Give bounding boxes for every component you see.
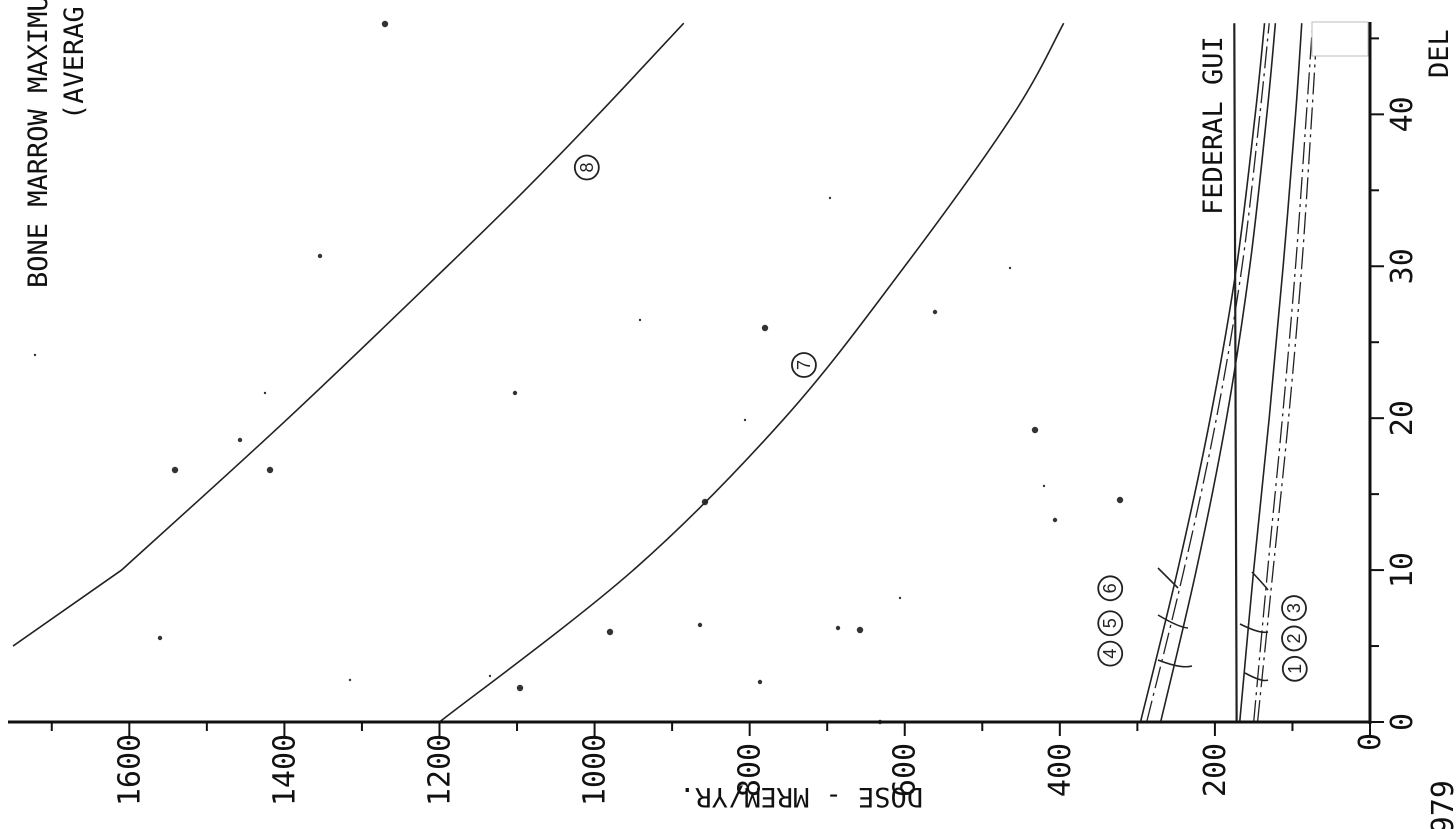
marker-circle: [1281, 625, 1307, 652]
scan-specks: [33, 20, 1124, 725]
scan-speck: [263, 391, 267, 395]
marker-circle: [1097, 640, 1124, 667]
curve-marker-6: 6: [1097, 575, 1124, 602]
curve-8: [12, 22, 685, 647]
curve-marker-1: 1: [1281, 655, 1308, 682]
year-1979-label: 1979: [1426, 780, 1456, 829]
scan-speck: [157, 635, 163, 641]
marker-circle: [791, 352, 817, 378]
dose-tick-label: 1000: [578, 734, 613, 806]
curve-6: [1139, 23, 1266, 723]
dose-tick-label: 1400: [267, 734, 302, 806]
year-tick-label: 40: [1385, 96, 1420, 132]
dose-tick-label: 1600: [112, 734, 147, 806]
scan-speck: [1116, 496, 1124, 504]
dose-axis-title: DOSE - MREM/YR.: [679, 781, 923, 812]
scan-speck: [171, 466, 179, 474]
scan-speck: [828, 196, 832, 200]
scan-speck: [516, 684, 524, 692]
scan-speck: [856, 626, 864, 634]
marker-circle: [1097, 610, 1124, 637]
curve-marker-2: 2: [1281, 625, 1307, 652]
curve-2: [1253, 23, 1314, 723]
chart-title: BONE MARROW MAXIMU: [23, 0, 54, 288]
scan-speck: [761, 324, 769, 332]
scan-speck: [381, 20, 389, 28]
right-edge-label: DEL: [1424, 29, 1455, 78]
federal-guide-line: [1233, 23, 1238, 723]
dose-tick-label: 1200: [422, 734, 457, 806]
dose-tick-label: 0: [1353, 733, 1388, 751]
marker-number: 8: [577, 163, 597, 173]
year-tick-label: 30: [1385, 248, 1420, 284]
marker-circle: [573, 154, 600, 181]
chart-subtitle: (AVERAG: [59, 6, 90, 120]
scan-speck: [512, 390, 518, 396]
federal-guide-label: FEDERAL GUI: [1198, 36, 1229, 215]
dose-tick-label: 600: [888, 743, 923, 797]
dose-tick-label: 800: [733, 743, 768, 797]
marker-arrow-2: [1239, 623, 1269, 634]
scan-speck: [1008, 266, 1012, 270]
curve-7: [438, 22, 1065, 723]
axes-layer: 0 200 400 600 800 1000 1200 1400 1600 0 10 20 30 40: [8, 21, 1420, 806]
scan-speck: [898, 596, 902, 600]
marker-arrow-1: [1244, 672, 1269, 682]
dose-tick-label: 400: [1043, 743, 1078, 797]
curves-layer: [12, 22, 1318, 723]
curve-marker-7: 7: [791, 352, 817, 378]
year-tick-label: 20: [1385, 400, 1420, 436]
marker-number: 1: [1285, 664, 1305, 674]
scan-speck: [606, 628, 614, 636]
marker-arrow-4: [1157, 659, 1193, 668]
scan-speck: [33, 353, 37, 357]
curve-1: [1256, 23, 1318, 723]
dose-tick-label: 200: [1198, 743, 1233, 797]
marker-number: 2: [1284, 633, 1304, 643]
markers-layer: 1 2 3 4 5 6 7 8: [573, 154, 1308, 682]
year-tick-label: 0: [1385, 713, 1420, 731]
curve-marker-3: 3: [1281, 595, 1307, 621]
scan-speck: [1042, 484, 1046, 488]
scan-speck: [835, 625, 841, 631]
scan-box: [1311, 21, 1369, 57]
marker-number: 4: [1100, 649, 1120, 659]
marker-arrow-3: [1251, 571, 1269, 591]
marker-circle: [1281, 655, 1308, 682]
marker-circle: [1281, 595, 1307, 621]
scan-speck: [348, 678, 352, 682]
scan-speck: [266, 466, 274, 474]
scan-speck: [932, 309, 938, 315]
scan-speck: [743, 418, 747, 422]
scan-speck: [488, 674, 492, 678]
marker-number: 3: [1284, 603, 1304, 613]
scan-speck: [638, 318, 642, 322]
scan-speck: [1031, 426, 1039, 434]
scan-speck: [237, 437, 243, 443]
marker-number: 5: [1100, 618, 1120, 628]
marker-arrow-5: [1157, 614, 1189, 629]
curve-3: [1238, 23, 1303, 723]
year-tick-label: 10: [1385, 552, 1420, 588]
scan-speck: [1052, 517, 1058, 523]
marker-number: 6: [1100, 583, 1120, 593]
marker-circle: [1097, 575, 1124, 602]
curve-5: [1146, 23, 1270, 723]
curve-marker-5: 5: [1097, 610, 1124, 637]
marker-arrow-6: [1157, 567, 1179, 589]
scan-speck: [697, 622, 703, 628]
curve-marker-8: 8: [573, 154, 600, 181]
curve-marker-4: 4: [1097, 640, 1124, 667]
scan-speck: [317, 253, 323, 259]
scan-speck: [757, 679, 763, 685]
marker-number: 7: [794, 360, 814, 370]
